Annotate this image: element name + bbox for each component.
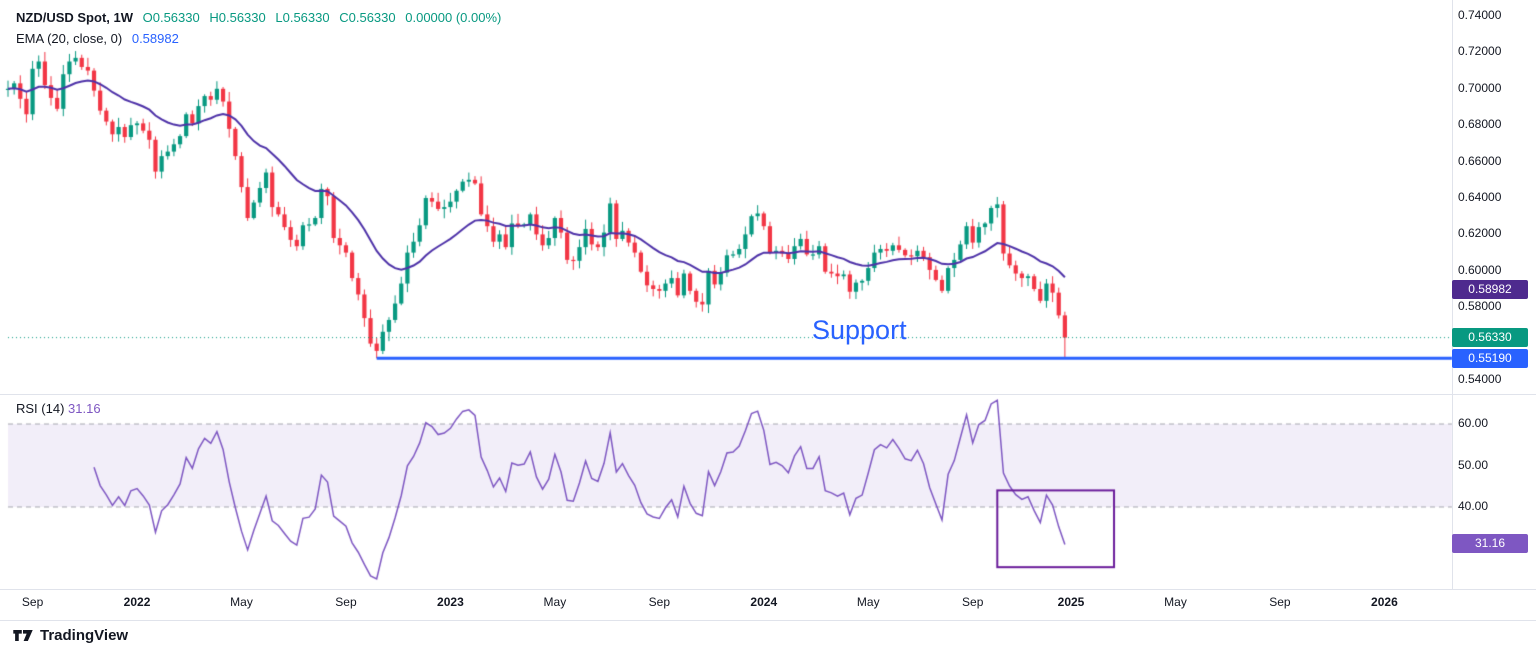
ohlc-low-value: L0.56330 xyxy=(275,10,330,25)
rsi-tick-label: 40.00 xyxy=(1458,499,1489,513)
time-tick-label: May xyxy=(230,595,253,609)
symbol-legend-row[interactable]: NZD/USD Spot, 1W O0.56330 H0.56330 L0.56… xyxy=(16,7,507,28)
ohlc-close-value: C0.56330 xyxy=(339,10,396,25)
time-tick-label: May xyxy=(1164,595,1187,609)
tradingview-wordmark: TradingView xyxy=(40,627,129,644)
price-tick-label: 0.54000 xyxy=(1458,372,1502,386)
price-tick-label: 0.64000 xyxy=(1458,190,1502,204)
price-tick-label: 0.74000 xyxy=(1458,8,1502,22)
tradingview-logo[interactable]: TradingView xyxy=(12,627,128,644)
ohlc-change-value: 0.00000 (0.00%) xyxy=(405,10,502,25)
time-tick-label: May xyxy=(856,595,880,609)
price-tick-label: 0.72000 xyxy=(1458,44,1502,59)
time-tick-label: Sep xyxy=(335,595,357,609)
symbol-legend[interactable]: NZD/USD Spot, 1W O0.56330 H0.56330 L0.56… xyxy=(16,7,507,49)
price-tick-label: 0.58000 xyxy=(1458,299,1502,314)
time-axis-separator xyxy=(0,589,1536,590)
ema-indicator-label[interactable]: EMA (20, close, 0) xyxy=(16,31,123,46)
time-tick-label: Sep xyxy=(648,595,671,609)
rsi-indicator-value: 31.16 xyxy=(68,401,101,416)
symbol-title[interactable]: NZD/USD Spot, 1W xyxy=(16,10,133,25)
time-tick-label: 2026 xyxy=(1371,595,1398,609)
pane-separator[interactable] xyxy=(0,394,1536,395)
ema-legend-row[interactable]: EMA (20, close, 0) 0.58982 xyxy=(16,28,507,49)
rsi-tick-label: 50.00 xyxy=(1458,457,1489,472)
price-tick-label: 0.70000 xyxy=(1458,80,1502,95)
time-tick-label: May xyxy=(543,595,567,609)
ema-price-badge: 0.58982 xyxy=(1452,279,1528,299)
time-tick-label: 2023 xyxy=(437,595,464,609)
time-tick-label: 2022 xyxy=(123,595,151,609)
time-tick-label: Sep xyxy=(21,595,44,609)
ohlc-high-value: H0.56330 xyxy=(209,10,266,25)
support-price-badge: 0.55190 xyxy=(1452,348,1528,368)
last-price-badge: 0.56330 xyxy=(1452,328,1528,348)
time-tick-label: 2025 xyxy=(1057,595,1085,609)
ema-indicator-value: 0.58982 xyxy=(131,31,179,46)
price-tick-label: 0.66000 xyxy=(1458,153,1502,168)
price-tick-label: 0.60000 xyxy=(1458,262,1502,277)
rsi-tick-label: 60.00 xyxy=(1458,416,1489,430)
support-annotation-text[interactable]: Support xyxy=(812,315,907,345)
rsi-value-badge: 31.16 xyxy=(1452,534,1528,554)
rsi-legend[interactable]: RSI (14) 31.16 xyxy=(16,401,101,416)
time-tick-label: 2024 xyxy=(750,595,778,609)
time-tick-label: Sep xyxy=(1269,595,1291,609)
time-tick-label: Sep xyxy=(962,595,984,609)
footer-separator xyxy=(0,620,1536,621)
price-tick-label: 0.68000 xyxy=(1458,117,1502,132)
rsi-indicator-label[interactable]: RSI (14) xyxy=(16,401,65,416)
tradingview-logo-icon xyxy=(13,630,33,641)
ohlc-open-value: O0.56330 xyxy=(142,10,200,25)
price-tick-label: 0.62000 xyxy=(1458,226,1502,241)
